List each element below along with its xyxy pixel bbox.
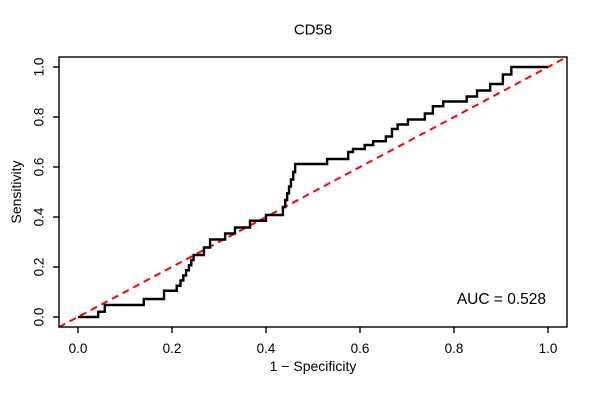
y-tick-label: 1.0 (31, 57, 47, 77)
y-tick-label: 0.4 (31, 207, 47, 227)
x-tick-label: 1.0 (538, 341, 558, 356)
y-axis-tick-marks (53, 66, 59, 318)
x-tick-label: 0.8 (444, 341, 464, 356)
chart-title: CD58 (293, 21, 333, 39)
x-tick-label: 0.4 (256, 341, 276, 356)
x-tick-label: 0.0 (68, 341, 88, 356)
roc-step-curve (78, 65, 548, 319)
reference-diagonal-line (58, 56, 568, 328)
x-tick-label: 0.6 (350, 341, 370, 356)
x-axis-tick-marks (77, 327, 549, 333)
auc-value-annotation: AUC = 0.528 (456, 291, 546, 308)
y-axis-title: Sensitivity (8, 160, 24, 224)
y-tick-label: 0.6 (31, 157, 47, 177)
x-tick-label: 0.2 (162, 341, 182, 356)
plot-border-box (58, 56, 568, 328)
y-tick-label: 0.0 (31, 307, 47, 327)
y-tick-label: 0.8 (31, 107, 47, 127)
y-tick-label: 0.2 (31, 257, 47, 277)
x-axis-title: 1 − Specificity (269, 358, 357, 374)
